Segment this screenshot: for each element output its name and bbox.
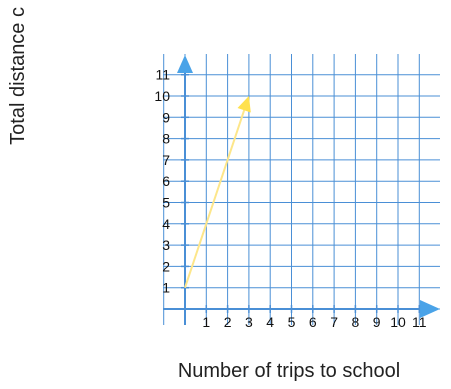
y-tick-labels: 1 2 3 4 5 6 7 8 9 10 11 xyxy=(154,67,189,296)
y-tick-label: 6 xyxy=(162,173,170,189)
y-tick-label: 11 xyxy=(155,67,170,83)
y-axis-arrowhead xyxy=(177,55,193,73)
x-axis-label: Number of trips to school xyxy=(178,360,400,382)
y-tick-label: 3 xyxy=(162,237,170,253)
x-tick-label: 4 xyxy=(266,314,274,330)
y-tick-label: 4 xyxy=(162,216,170,232)
y-tick-label: 2 xyxy=(162,258,170,274)
x-tick-label: 11 xyxy=(412,314,427,330)
x-tick-label: 8 xyxy=(352,314,360,330)
x-axis-arrowhead xyxy=(420,300,440,318)
y-tick-label: 8 xyxy=(162,131,170,147)
x-tick-label: 6 xyxy=(309,314,317,330)
x-tick-labels: 1 2 3 4 5 6 7 8 9 10 11 xyxy=(202,305,427,330)
x-tick-label: 5 xyxy=(288,314,296,330)
y-axis-label: Total distance c xyxy=(7,7,29,145)
series-layer xyxy=(184,96,251,289)
x-tick-label: 2 xyxy=(224,314,232,330)
x-tick-label: 7 xyxy=(330,314,338,330)
y-tick-label: 5 xyxy=(162,195,170,211)
x-tick-label: 9 xyxy=(373,314,381,330)
y-tick-label: 1 xyxy=(162,280,170,296)
x-tick-label: 1 xyxy=(202,314,210,330)
x-tick-label: 3 xyxy=(245,314,253,330)
series-line xyxy=(184,109,246,289)
grid xyxy=(163,54,440,325)
y-tick-label: 7 xyxy=(162,152,170,168)
x-tick-label: 10 xyxy=(390,314,406,330)
series-arrowhead xyxy=(237,96,251,113)
y-tick-label: 9 xyxy=(162,109,170,125)
y-tick-label: 10 xyxy=(154,88,170,104)
